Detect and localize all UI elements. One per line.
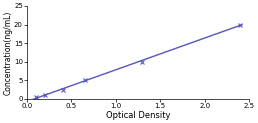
Y-axis label: Concentration(ng/mL): Concentration(ng/mL) — [3, 10, 12, 95]
X-axis label: Optical Density: Optical Density — [106, 111, 170, 120]
